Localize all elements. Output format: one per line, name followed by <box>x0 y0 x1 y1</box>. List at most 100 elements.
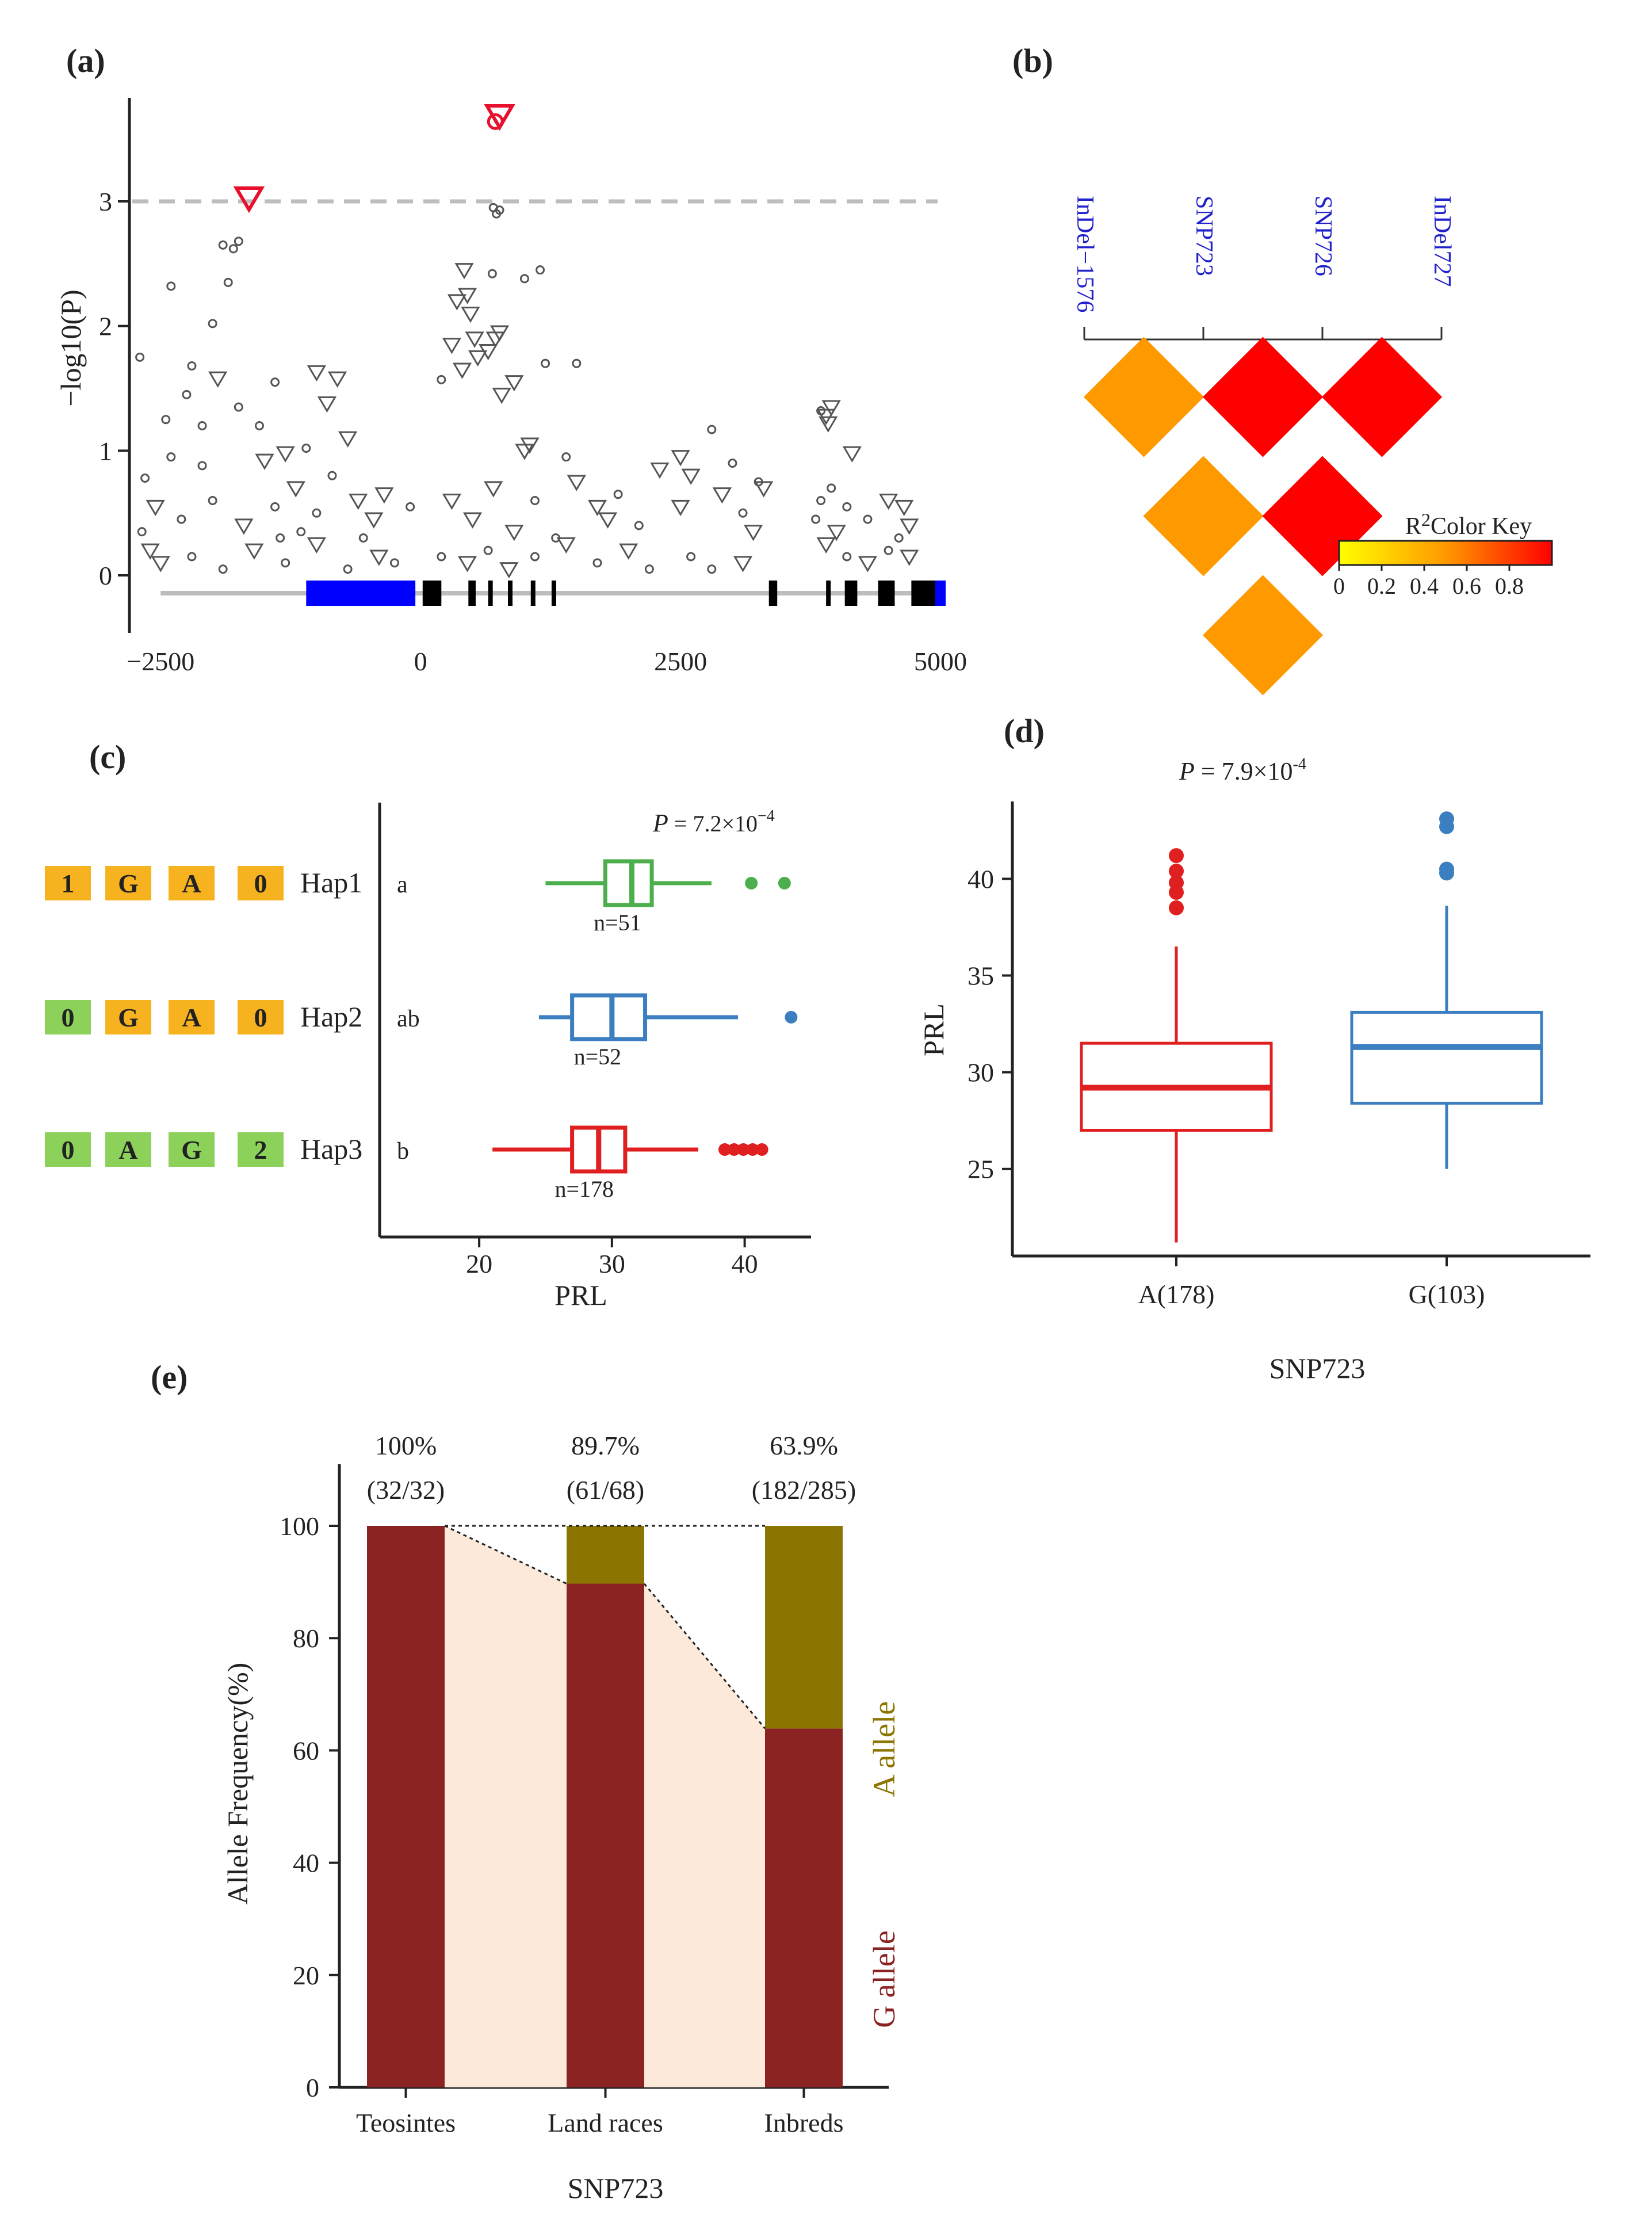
panel-a-x-tick-label: 5000 <box>914 647 967 676</box>
percent-label: 63.9% <box>770 1431 838 1460</box>
panel-d-p-value: P = 7.9×10-4 <box>1179 755 1306 785</box>
color-key-title-sup: 2 <box>1421 509 1431 530</box>
indel-point <box>276 446 295 463</box>
snp-point <box>406 502 415 511</box>
ld-cell <box>1321 337 1443 457</box>
allele-label: G <box>118 1003 139 1032</box>
snp-point <box>437 375 446 384</box>
haplotype-name: Hap1 <box>300 866 362 899</box>
indel-point <box>878 494 898 510</box>
panel-a-x-tick-label: −2500 <box>127 647 194 676</box>
indel-point <box>369 549 389 566</box>
p-symbol: P <box>1179 757 1195 785</box>
indel-point <box>338 431 358 448</box>
allele-label: 0 <box>254 1003 267 1032</box>
snp-point <box>530 496 540 505</box>
indel-point <box>587 499 607 517</box>
allele-label: 2 <box>254 1135 267 1165</box>
significant-indel-point <box>484 104 515 131</box>
indel-point <box>504 375 524 392</box>
snp-point <box>223 277 233 287</box>
panel-d-label: (d) <box>1004 712 1045 750</box>
snp-point <box>187 552 197 562</box>
significant-indel-point <box>233 186 265 213</box>
indel-point <box>900 549 919 566</box>
gene-exon-block <box>878 581 895 606</box>
snp-point <box>312 508 322 518</box>
box-outlier <box>718 1143 731 1156</box>
indel-point <box>244 543 264 560</box>
indel-point <box>208 371 228 388</box>
indel-point <box>515 444 534 460</box>
indel-point <box>140 543 160 560</box>
panel-b-label: (b) <box>1012 42 1053 79</box>
snp-point <box>234 236 243 246</box>
panel-e-x-tick-label: Inbreds <box>764 2108 844 2137</box>
p-exponent: −4 <box>758 807 775 825</box>
snp-point <box>166 281 176 291</box>
indel-point <box>349 494 368 510</box>
allele-label: A <box>182 1003 201 1032</box>
snp-point <box>270 502 280 511</box>
box-outlier <box>1169 875 1184 891</box>
ld-cell <box>1202 337 1324 457</box>
allele-label: G <box>181 1135 202 1165</box>
snp-point <box>811 514 821 524</box>
panel-e-y-tick-label: 60 <box>293 1736 319 1765</box>
indel-point <box>650 462 670 479</box>
snp-point <box>707 564 717 574</box>
panel-a-y-label: −log10(P) <box>55 289 87 406</box>
allele-box <box>238 866 284 900</box>
allele-box <box>169 866 215 900</box>
indel-point <box>712 487 732 504</box>
box-outlier <box>728 1143 741 1156</box>
indel-point <box>733 556 753 572</box>
panel-a-points <box>135 104 919 579</box>
panel-a-y-tick-label: 0 <box>99 561 112 590</box>
panel-d-x-tick-label: A(178) <box>1138 1280 1215 1309</box>
indel-point <box>146 499 165 517</box>
indel-point <box>307 365 327 382</box>
snp-point <box>208 496 217 505</box>
p-mantissa: = 7.9×10 <box>1195 757 1293 785</box>
box-outlier <box>1439 861 1454 877</box>
ld-marker-label: SNP726 <box>1310 196 1336 276</box>
indel-point <box>447 294 467 311</box>
color-key-tick-label: 0.4 <box>1410 573 1439 599</box>
snp-point <box>572 358 582 368</box>
indel-point <box>479 344 498 361</box>
snp-point <box>161 415 171 425</box>
panel-e-y-tick-label: 80 <box>293 1624 319 1653</box>
indel-point <box>317 396 337 413</box>
panel-d-x-label: SNP723 <box>1269 1352 1366 1384</box>
allele-label: G <box>118 869 139 898</box>
snp-point <box>234 402 243 412</box>
panel-c-x-label: PRL <box>555 1279 607 1311</box>
box-outlier <box>1439 811 1454 827</box>
allele-label: A <box>182 869 201 898</box>
gene-exon-block <box>488 581 493 606</box>
significance-letter: ab <box>397 1006 420 1032</box>
g-allele-bar <box>765 1728 843 2087</box>
indel-point <box>743 525 763 541</box>
snp-point <box>738 508 748 518</box>
indel-point <box>465 331 484 348</box>
indel-point <box>619 543 638 560</box>
color-key-title: R2Color Key <box>1405 509 1532 540</box>
ld-cell <box>1083 337 1204 457</box>
box-iqr <box>570 993 648 1041</box>
g-allele-label: G allele <box>867 1930 901 2028</box>
indel-point <box>327 371 347 388</box>
snp-point <box>686 552 696 562</box>
snp-point <box>707 425 717 434</box>
panel-e-x-tick-label: Teosintes <box>356 2108 456 2137</box>
snp-point <box>842 502 852 511</box>
snp-point <box>437 552 446 562</box>
allele-box <box>238 1132 284 1167</box>
indel-point <box>490 325 510 342</box>
gene-exon-block <box>508 581 513 606</box>
snp-point <box>728 459 737 468</box>
snp-point <box>135 352 145 362</box>
indel-point <box>461 307 480 323</box>
